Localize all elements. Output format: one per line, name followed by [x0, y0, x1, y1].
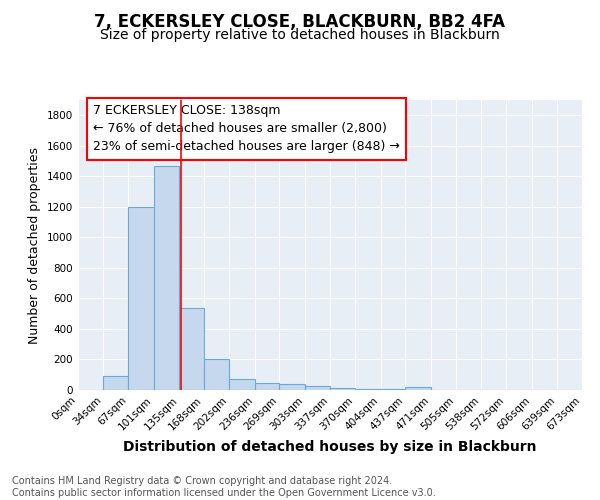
- Bar: [380, 389, 405, 390]
- Bar: [154, 166, 179, 390]
- Bar: [331, 388, 355, 390]
- Bar: [229, 380, 255, 390]
- Bar: [204, 358, 229, 390]
- Text: 7, ECKERSLEY CLOSE, BLACKBURN, BB2 4FA: 7, ECKERSLEY CLOSE, BLACKBURN, BB2 4FA: [95, 12, 505, 30]
- Y-axis label: Number of detached properties: Number of detached properties: [28, 146, 41, 344]
- Bar: [103, 376, 128, 390]
- X-axis label: Distribution of detached houses by size in Blackburn: Distribution of detached houses by size …: [123, 440, 537, 454]
- Text: Size of property relative to detached houses in Blackburn: Size of property relative to detached ho…: [100, 28, 500, 42]
- Bar: [405, 388, 431, 390]
- Bar: [128, 207, 154, 390]
- Bar: [280, 384, 305, 390]
- Text: Contains HM Land Registry data © Crown copyright and database right 2024.
Contai: Contains HM Land Registry data © Crown c…: [12, 476, 436, 498]
- Bar: [305, 386, 331, 390]
- Bar: [255, 383, 280, 390]
- Bar: [179, 308, 204, 390]
- Text: 7 ECKERSLEY CLOSE: 138sqm
← 76% of detached houses are smaller (2,800)
23% of se: 7 ECKERSLEY CLOSE: 138sqm ← 76% of detac…: [93, 104, 400, 154]
- Bar: [355, 389, 380, 390]
